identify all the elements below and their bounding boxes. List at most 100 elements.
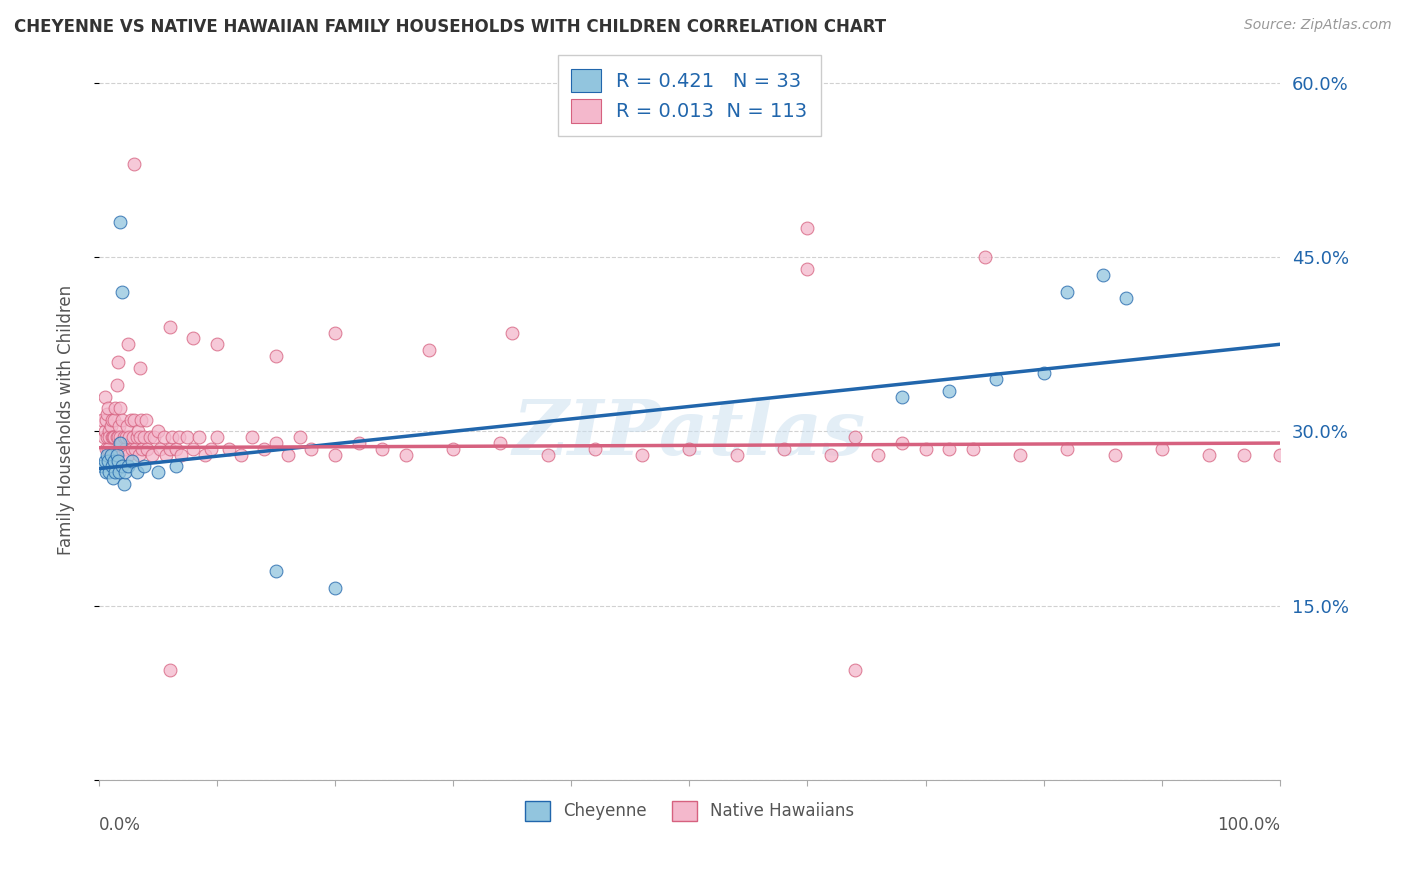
Point [501,326,523,340]
Point [1032,367,1054,381]
Point [131,442,153,456]
Point [583,442,606,456]
Point [536,448,558,462]
Point [104,465,127,479]
Point [124,442,146,456]
Point [299,442,322,456]
Point [114,442,136,456]
Point [128,448,150,462]
Point [131,413,153,427]
Point [122,430,145,444]
Point [97,401,120,416]
Y-axis label: Family Households with Children: Family Households with Children [58,285,75,555]
Point [772,442,794,456]
Point [323,448,346,462]
Point [146,465,169,479]
Point [288,430,311,444]
Point [205,337,228,351]
Point [93,425,115,439]
Point [1233,448,1256,462]
Point [98,425,121,439]
Point [98,430,121,444]
Point [105,448,128,462]
Point [96,430,118,444]
Point [347,436,370,450]
Point [229,448,252,462]
Point [188,430,211,444]
Point [108,436,131,450]
Point [1150,442,1173,456]
Point [117,337,139,351]
Point [129,360,152,375]
Point [103,453,125,467]
Point [1104,448,1126,462]
Point [101,430,124,444]
Point [100,448,122,462]
Point [844,430,866,444]
Point [264,564,287,578]
Point [844,663,866,677]
Point [146,425,169,439]
Point [176,430,198,444]
Point [132,459,155,474]
Point [105,378,128,392]
Point [914,442,936,456]
Point [108,215,131,229]
Point [205,430,228,444]
Point [395,448,418,462]
Point [122,157,145,171]
Point [101,459,124,474]
Point [725,448,748,462]
Point [115,430,138,444]
Point [107,453,129,467]
Point [105,430,128,444]
Point [1008,448,1031,462]
Point [218,442,240,456]
Point [938,442,960,456]
Point [125,465,148,479]
Point [143,430,166,444]
Point [159,319,181,334]
Point [115,418,138,433]
Point [129,430,152,444]
Point [104,401,127,416]
Point [796,261,818,276]
Point [93,430,115,444]
Text: 0.0%: 0.0% [98,816,141,834]
Point [1056,442,1078,456]
Point [986,372,1008,386]
Point [441,442,464,456]
Point [149,442,172,456]
Point [110,436,132,450]
Point [107,430,129,444]
Point [796,221,818,235]
Point [167,430,190,444]
Point [103,413,125,427]
Point [117,459,139,474]
Point [264,349,287,363]
Point [91,459,114,474]
Point [98,465,121,479]
Text: Source: ZipAtlas.com: Source: ZipAtlas.com [1244,18,1392,32]
Point [108,465,131,479]
Point [138,430,160,444]
Point [868,448,890,462]
Point [155,448,177,462]
Point [1091,268,1114,282]
Point [94,413,117,427]
Point [93,390,115,404]
Point [277,448,299,462]
Point [97,442,120,456]
Point [132,430,155,444]
Point [962,442,984,456]
Point [890,436,912,450]
Point [111,459,134,474]
Legend: Cheyenne, Native Hawaiians: Cheyenne, Native Hawaiians [516,792,862,830]
Point [152,430,174,444]
Point [118,430,141,444]
Point [121,453,143,467]
Point [122,413,145,427]
Point [91,413,114,427]
Point [323,582,346,596]
Point [253,442,276,456]
